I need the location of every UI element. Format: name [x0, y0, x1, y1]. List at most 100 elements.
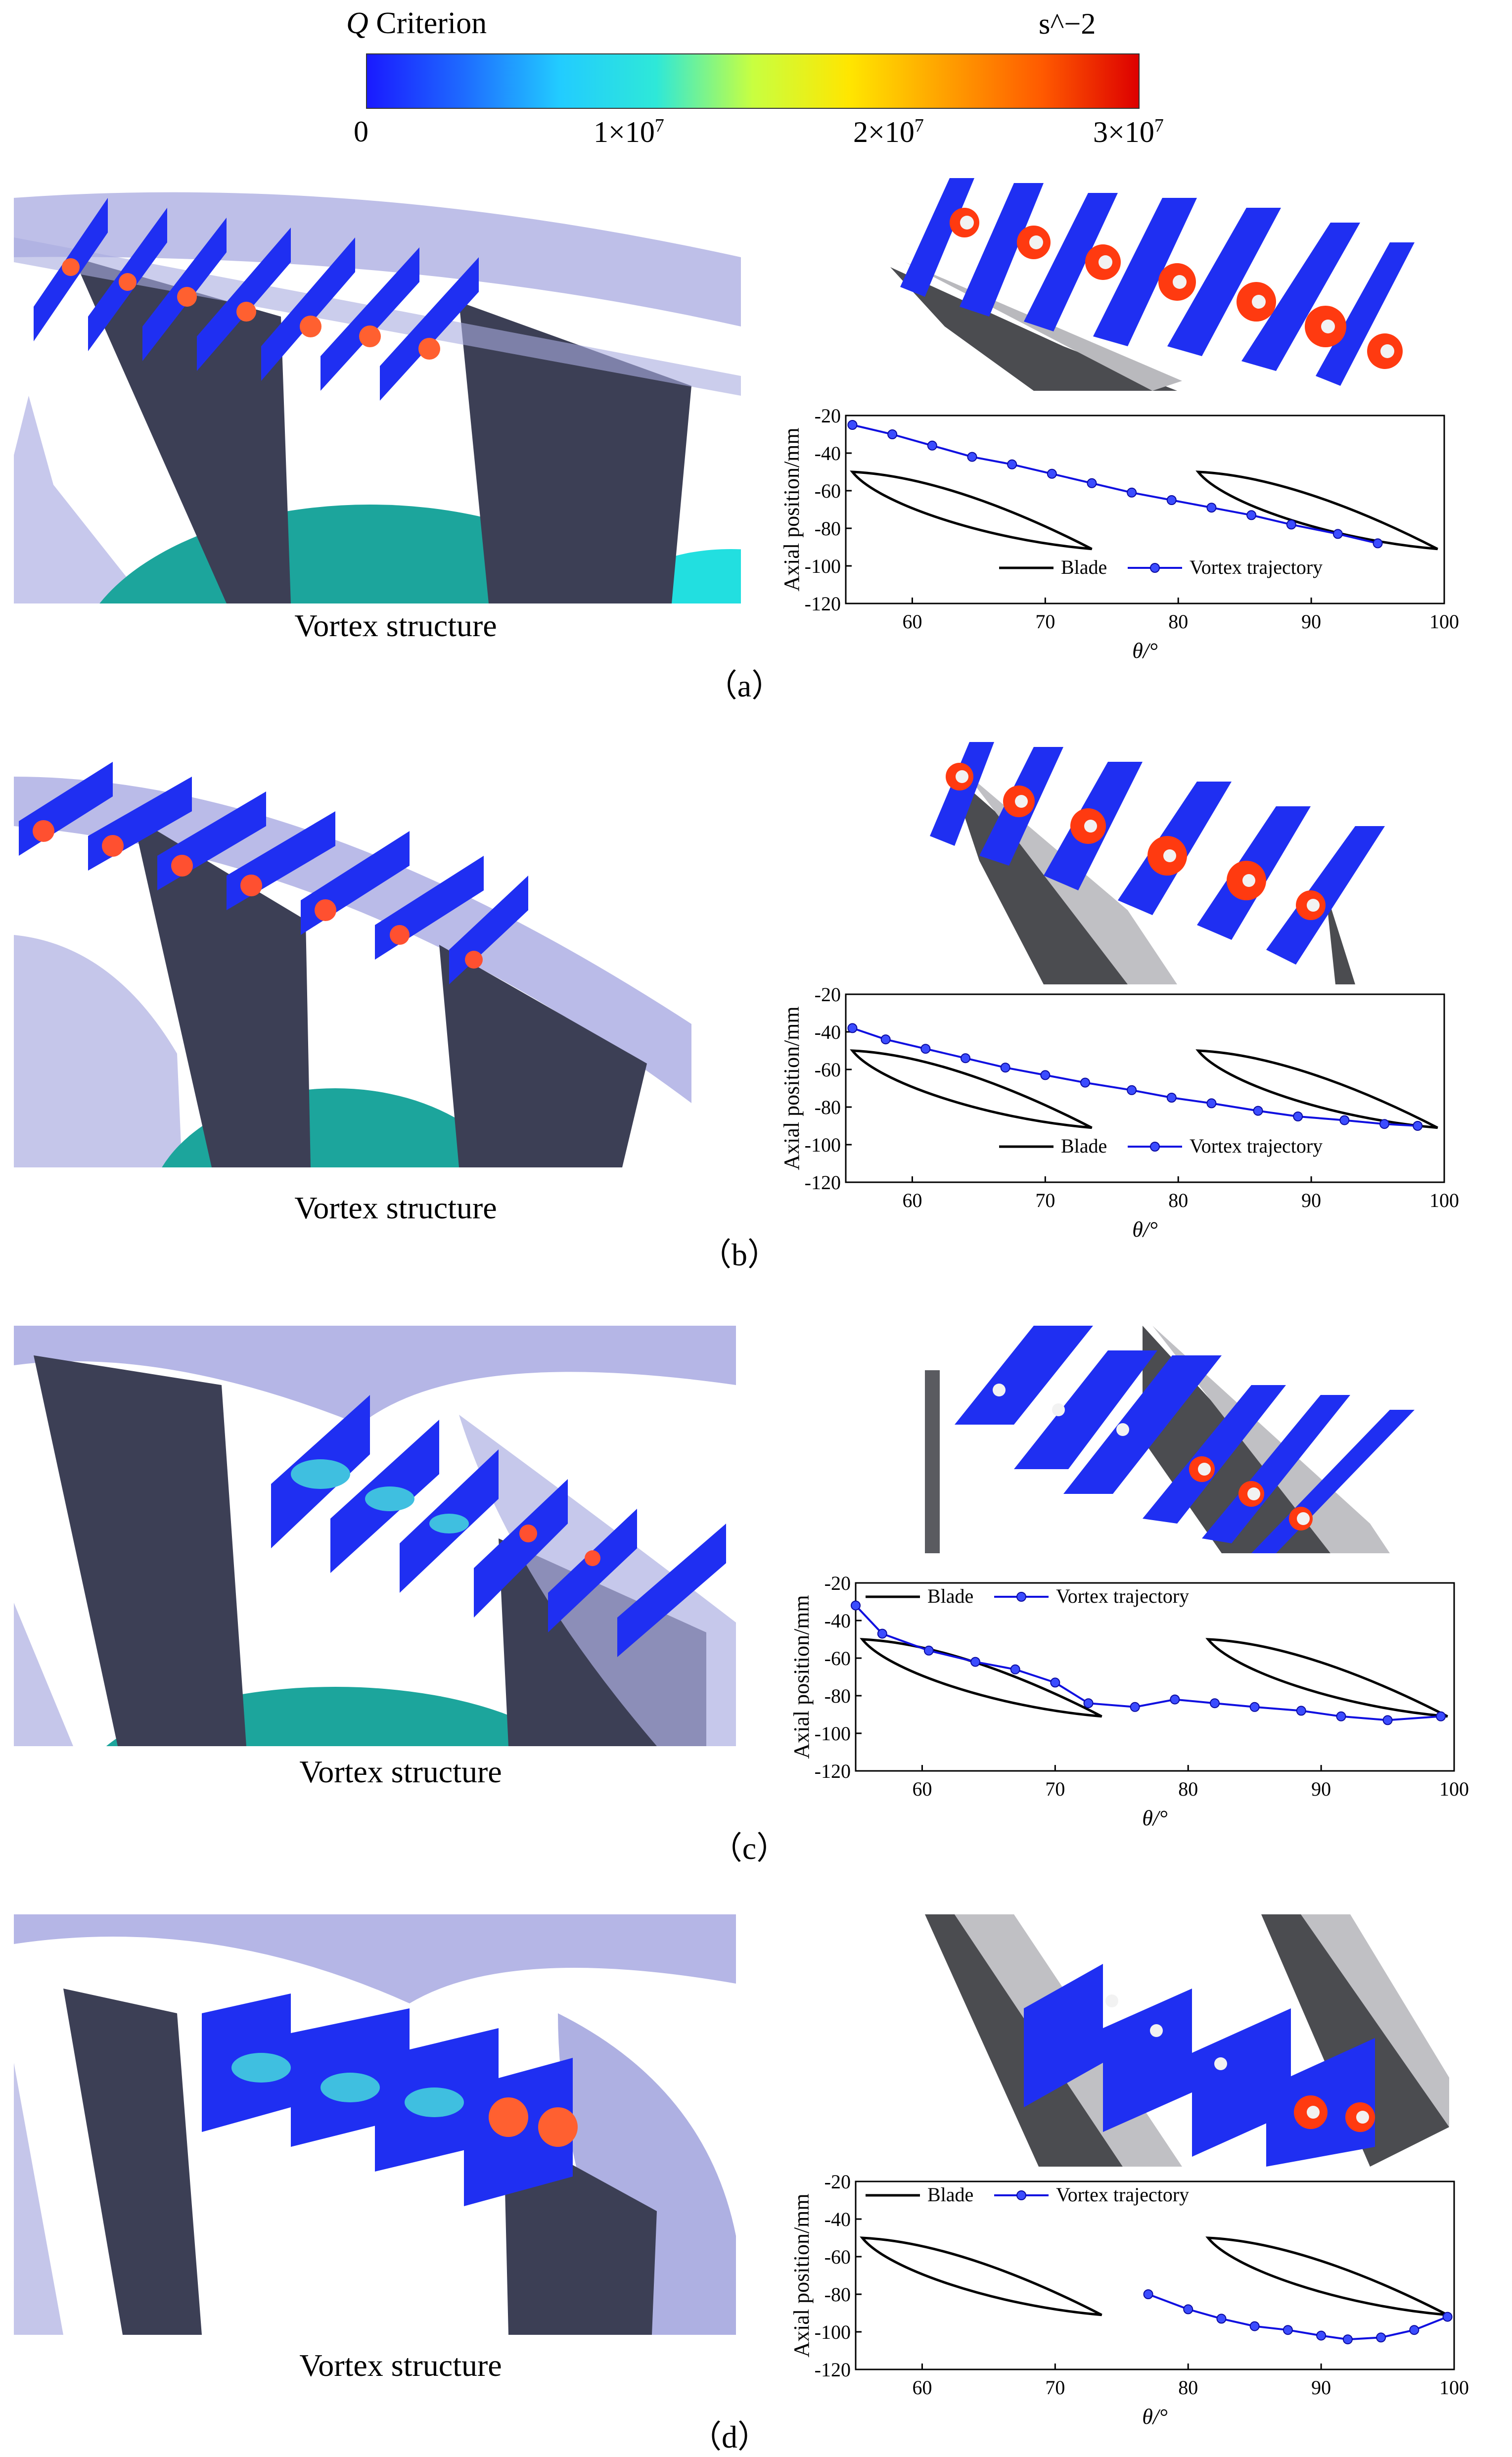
- vortex-structure-image-d: [14, 1914, 736, 2335]
- vortex-trajectory-point: [1050, 1677, 1060, 1688]
- colorbar-unit: s^−2: [1039, 7, 1096, 40]
- legend-vortex-label: Vortex trajectory: [1056, 2183, 1189, 2206]
- blade-outline-1: [850, 1049, 1093, 1129]
- y-tick-label: -120: [805, 1171, 841, 1194]
- y-tick-label: -100: [815, 2321, 851, 2343]
- panel-label-a: （a）: [705, 668, 783, 703]
- colorbar-tick-0: 0: [354, 115, 368, 148]
- vortex-trajectory-point: [877, 1628, 887, 1639]
- legend-vortex-marker: [1016, 1592, 1026, 1602]
- vortex-trajectory-point: [927, 440, 937, 451]
- x-tick-label: 100: [1429, 1189, 1459, 1211]
- vortex-trajectory-point: [1442, 2312, 1453, 2322]
- vortex-trajectory-point: [1047, 468, 1057, 479]
- vortex-structure-render-c: [14, 1326, 736, 1746]
- y-tick-label: -20: [825, 2171, 851, 2193]
- vortex-structure-label-c: Vortex structure: [299, 1754, 502, 1789]
- x-tick-label: 80: [1178, 2376, 1198, 2399]
- vortex-trajectory-line: [1147, 2293, 1448, 2341]
- x-axis-label: θ/°: [1142, 1806, 1167, 1830]
- y-tick-label: -40: [825, 1610, 851, 1632]
- x-tick-label: 70: [1035, 610, 1055, 633]
- y-axis-label: Axial position/mm: [779, 427, 804, 591]
- y-tick-label: -60: [815, 480, 841, 502]
- legend-vortex-label: Vortex trajectory: [1056, 1585, 1189, 1607]
- x-tick-label: 90: [1311, 2376, 1331, 2399]
- vortex-trajectory-point: [1293, 1112, 1303, 1121]
- vortex-trajectory-point: [880, 1034, 891, 1045]
- vortex-structure-label-a: Vortex structure: [294, 608, 497, 643]
- vortex-structure-image-b: [14, 762, 691, 1167]
- y-tick-label: -80: [815, 1096, 841, 1118]
- colorbar-gradient: [366, 53, 1140, 109]
- vortex-cross-section-render-b: [920, 742, 1415, 984]
- x-tick-label: 90: [1311, 1778, 1331, 1800]
- y-tick-label: -60: [825, 2246, 851, 2268]
- vortex-trajectory-point: [1283, 2325, 1293, 2335]
- vortex-trajectory-point: [1143, 2289, 1153, 2299]
- panel-label-d: （d）: [690, 2419, 769, 2455]
- vortex-trajectory-point: [1246, 510, 1257, 520]
- vortex-trajectory-point: [1379, 1119, 1389, 1129]
- vortex-trajectory-line: [852, 424, 1378, 545]
- vortex-trajectory-point: [1376, 2332, 1386, 2343]
- vortex-trajectory-point: [1206, 1098, 1217, 1109]
- x-tick-label: 60: [912, 2376, 932, 2399]
- trajectory-chart-b: -20 -40 -60 -80 -100 -120 60 70 80 90 100 θ/° Axial …: [779, 983, 1459, 1242]
- panel-label-b: （b）: [700, 1237, 779, 1272]
- vortex-trajectory-point: [967, 452, 977, 462]
- vortex-trajectory-point: [887, 429, 898, 439]
- vortex-trajectory-point: [1127, 1085, 1137, 1095]
- y-axis-label: Axial position/mm: [779, 1006, 804, 1170]
- x-tick-label: 60: [912, 1778, 932, 1800]
- x-tick-label: 80: [1168, 610, 1188, 633]
- y-tick-label: -80: [815, 517, 841, 540]
- x-tick-label: 60: [902, 1189, 922, 1211]
- y-tick-label: -120: [815, 1760, 851, 1782]
- vortex-trajectory-point: [1206, 503, 1217, 513]
- x-tick-label: 90: [1301, 610, 1321, 633]
- vortex-trajectory-point: [1296, 1706, 1306, 1716]
- x-tick-label: 70: [1045, 2376, 1065, 2399]
- vortex-trajectory-point: [1436, 1711, 1446, 1721]
- y-tick-label: -80: [825, 2283, 851, 2306]
- x-axis-label: θ/°: [1142, 2405, 1167, 2429]
- trajectory-chart-a: -20 -40 -60 -80 -100 -120 60 70 80 90 100 θ/° Axial …: [779, 405, 1459, 663]
- vortex-trajectory-point: [920, 1044, 931, 1054]
- blade-outline-1: [860, 2236, 1102, 2317]
- vortex-trajectory-point: [1166, 495, 1177, 505]
- x-tick-label: 80: [1178, 1778, 1198, 1800]
- vortex-trajectory-point: [1087, 478, 1097, 488]
- x-tick-label: 90: [1301, 1189, 1321, 1211]
- blade-outline-1: [860, 1638, 1102, 1718]
- blade-outline-2: [1195, 470, 1438, 551]
- y-tick-label: -60: [825, 1647, 851, 1669]
- vortex-trajectory-point: [1342, 2334, 1353, 2345]
- legend-blade-label: Blade: [1061, 1135, 1107, 1157]
- vortex-structure-render-b: [14, 757, 691, 1167]
- vortex-trajectory-point: [970, 1657, 980, 1667]
- vortex-trajectory-point: [923, 1645, 934, 1656]
- plot-frame: [855, 1582, 1455, 1772]
- vortex-trajectory-point: [1249, 1702, 1260, 1712]
- vortex-trajectory-point: [1339, 1115, 1350, 1125]
- vortex-structure-image-c: [14, 1326, 736, 1746]
- x-axis-label: θ/°: [1132, 1217, 1157, 1242]
- vortex-structure-render-d: [14, 1914, 736, 2335]
- x-tick-label: 80: [1168, 1189, 1188, 1211]
- colorbar-tick-3: 3×107: [1093, 115, 1164, 148]
- vortex-trajectory-point: [1332, 529, 1343, 539]
- legend-vortex-marker: [1150, 1142, 1160, 1152]
- vortex-trajectory-point: [1080, 1077, 1090, 1088]
- plot-frame: [845, 415, 1445, 604]
- colorbar-title-q: Q: [346, 6, 368, 40]
- vortex-trajectory-point: [1010, 1664, 1020, 1674]
- blade-outline-1: [850, 470, 1093, 551]
- panel-label-c: （c）: [710, 1831, 788, 1866]
- vortex-trajectory-point: [1127, 487, 1137, 498]
- vortex-cross-section-image-d: [925, 1914, 1449, 2167]
- y-tick-label: -100: [805, 555, 841, 577]
- y-tick-label: -20: [825, 1572, 851, 1594]
- vortex-cross-section-image-a: [890, 178, 1415, 391]
- colorbar-title: Q Criterion: [346, 6, 487, 41]
